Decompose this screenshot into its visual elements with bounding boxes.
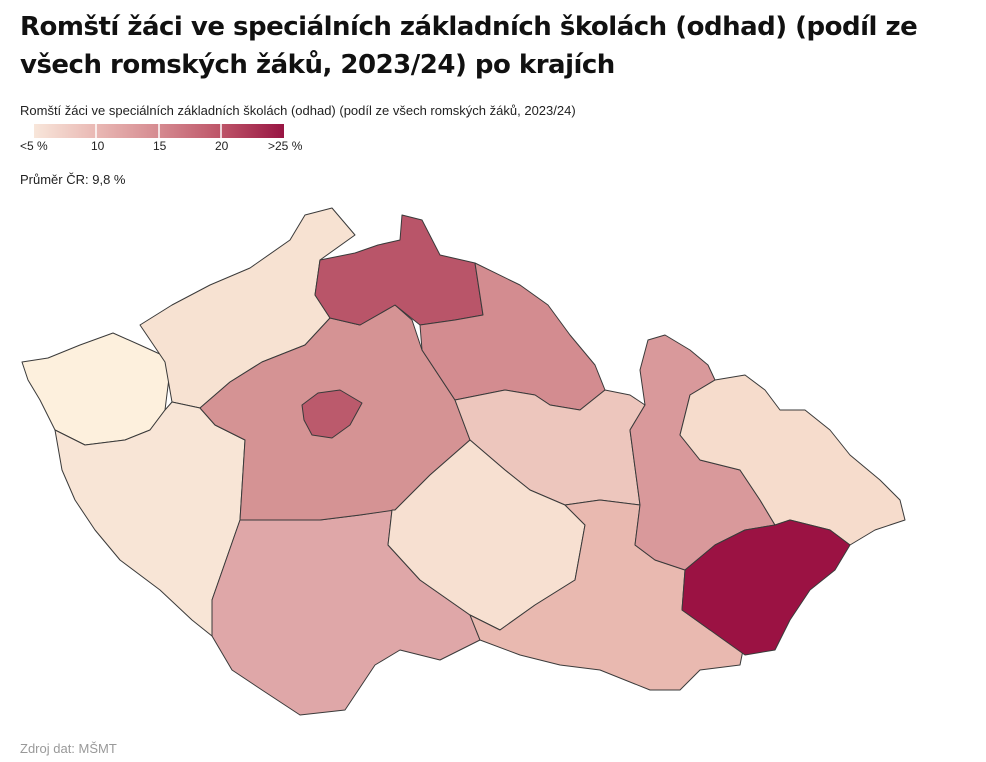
legend-tick-label: <5 % — [20, 139, 48, 153]
region-moravskoslezsky[interactable]: Moravskoslezský kraj — [679, 374, 906, 546]
chart-title: Romští žáci ve speciálních základních šk… — [20, 12, 918, 80]
legend-tick-label: 10 — [91, 139, 105, 153]
legend-tick-label: 15 — [153, 139, 167, 153]
color-legend — [34, 124, 284, 138]
legend-title: Romští žáci ve speciálních základních šk… — [20, 103, 576, 118]
choropleth-map: Karlovarský kraj Ústecký kraj Plzeňský k… — [21, 207, 906, 716]
region-zlinsky[interactable]: Zlínský kraj — [681, 519, 851, 656]
region-praha[interactable]: Hlavní město Praha — [301, 389, 363, 439]
legend-ticks: <5 % 10 15 20 >25 % — [20, 139, 310, 155]
legend-gradient — [34, 124, 284, 138]
national-average: Průměr ČR: 9,8 % — [20, 172, 126, 187]
legend-tick-label: 20 — [215, 139, 229, 153]
data-source: Zdroj dat: MŠMT — [20, 741, 117, 756]
legend-tick-label: >25 % — [268, 139, 303, 153]
region-karlovarsky[interactable]: Karlovarský kraj — [21, 332, 171, 446]
